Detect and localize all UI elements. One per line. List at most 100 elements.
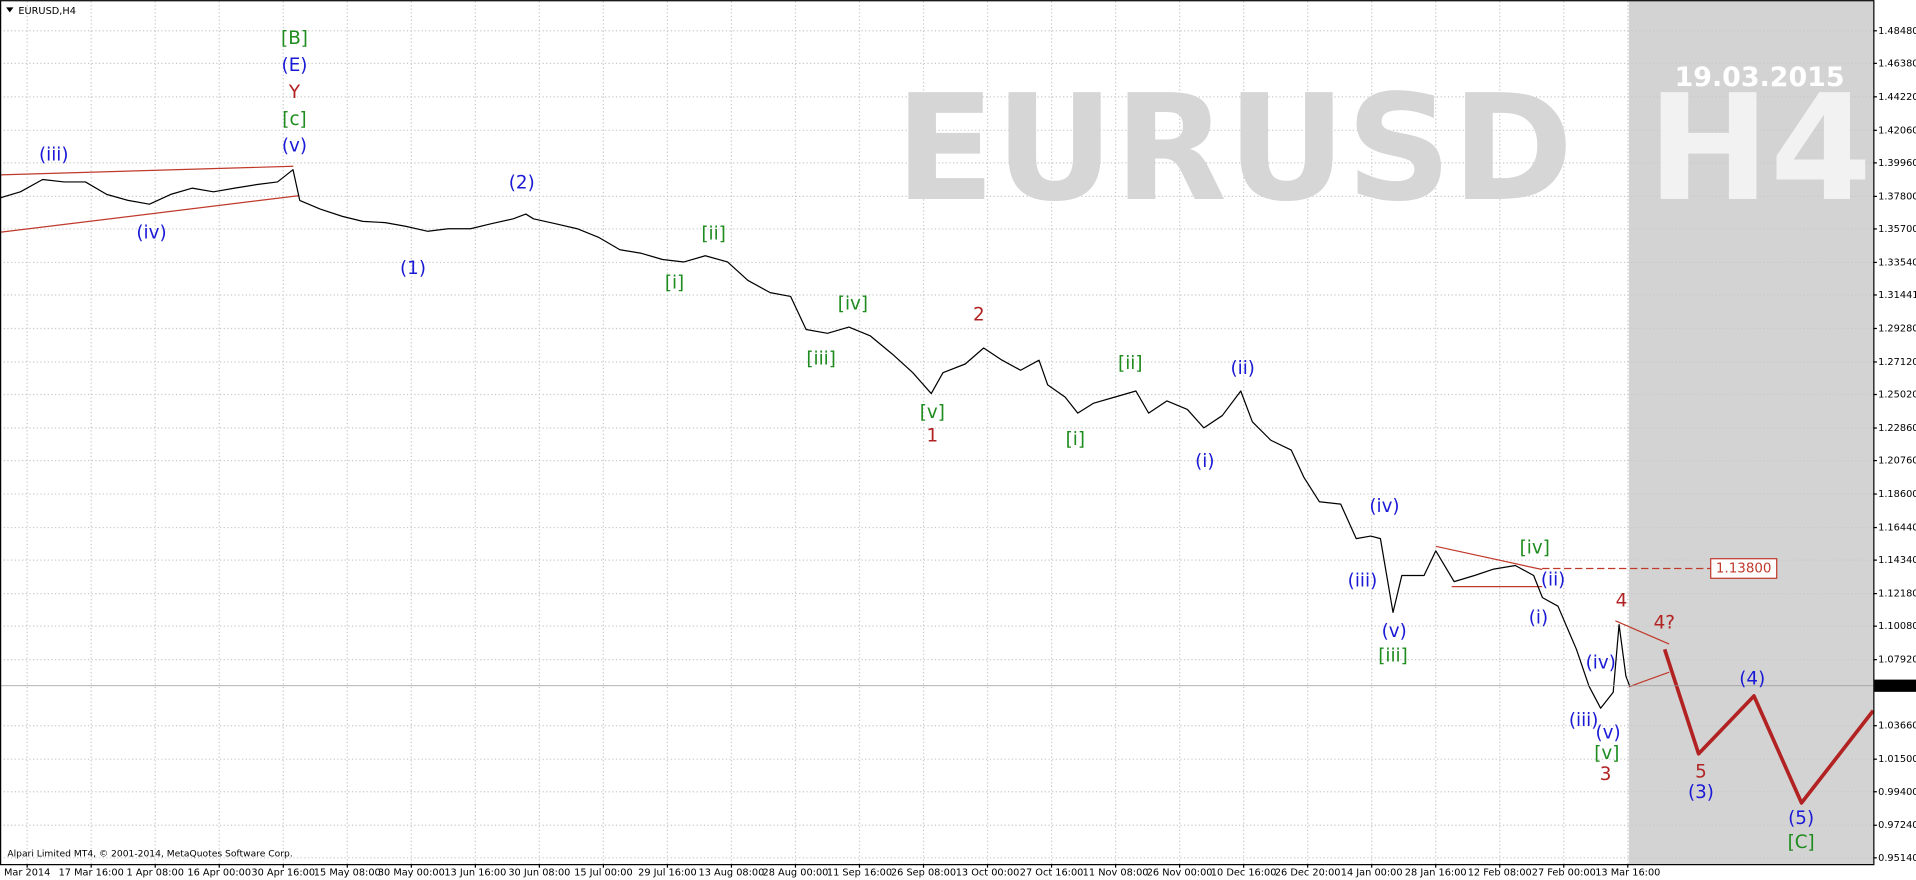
x-tick-label: 30 May 00:00 (378, 868, 445, 879)
x-tick-label: 16 Apr 00:00 (187, 868, 251, 879)
wave-label: (iv) (136, 222, 166, 243)
x-tick-label: 29 Jul 16:00 (638, 868, 697, 879)
wave-label: (ii) (1541, 570, 1565, 591)
x-tick-label: 27 Feb 00:00 (1532, 868, 1596, 879)
y-tick-label: 0.99400 (1878, 787, 1916, 798)
watermark: EURUSD H4 19.03.2015 (895, 62, 1872, 234)
wave-label: (3) (1688, 782, 1714, 803)
y-tick-label: 1.18600 (1878, 489, 1916, 500)
y-tick-label: 0.97240 (1878, 820, 1916, 831)
x-tick-label: 30 Apr 16:00 (251, 868, 315, 879)
wave-label: [B] (281, 28, 308, 49)
wave-label: 4 (1616, 590, 1628, 611)
x-tick-label: 27 Oct 16:00 (1020, 868, 1084, 879)
wave-label: [iv] (1520, 538, 1550, 559)
wave-label: 3 (1600, 764, 1612, 785)
watermark-timeframe: H4 (1647, 63, 1872, 234)
wave-label: [iv] (838, 293, 868, 314)
wave-label: (v) (282, 136, 307, 157)
x-tick-label: 11 Nov 08:00 (1083, 868, 1149, 879)
x-tick-label: 26 Sep 08:00 (891, 868, 956, 879)
wave-label: (iii) (1348, 571, 1378, 592)
y-tick-label: 1.27120 (1878, 357, 1916, 368)
x-tick-label: 28 Aug 00:00 (763, 868, 829, 879)
x-tick-label: 15 Jul 00:00 (574, 868, 633, 879)
wave-label: [v] (1594, 743, 1619, 764)
wave-label: [v] (920, 402, 945, 423)
y-tick-label: 1.03660 (1878, 721, 1916, 732)
x-tick-label: 12 Feb 08:00 (1468, 868, 1532, 879)
wave-label: (5) (1788, 808, 1814, 829)
x-tick-label: 26 Nov 00:00 (1147, 868, 1213, 879)
wave-label: [ii] (701, 224, 725, 245)
x-tick-label: 13 Aug 08:00 (699, 868, 765, 879)
wave-label: (ii) (1230, 358, 1254, 379)
wave-label: [c] (282, 109, 306, 130)
y-tick-label: 1.46380 (1878, 58, 1916, 69)
y-tick-label: 0.95140 (1878, 853, 1916, 864)
wave-label: [iii] (806, 348, 836, 369)
menu-arrow (6, 7, 14, 13)
wave-label: [ii] (1118, 353, 1142, 374)
wave-label: (E) (282, 55, 308, 76)
x-tick-label: 30 Jun 08:00 (508, 868, 570, 879)
y-tick-label: 1.14340 (1878, 555, 1916, 566)
wave-label: (iv) (1586, 653, 1616, 674)
plot: 1.13800 (0, 169, 1875, 805)
y-tick-label: 1.44220 (1878, 92, 1916, 103)
plot-frame (0, 0, 1875, 866)
wave-label: (v) (1382, 621, 1407, 642)
trendlines (0, 165, 1670, 688)
y-tick-label: 1.12180 (1878, 589, 1916, 600)
projection-line (1662, 648, 1875, 805)
trendline (1435, 545, 1543, 571)
level-label: 1.13800 (1716, 561, 1772, 576)
wave-label: (v) (1596, 722, 1621, 743)
grid (0, 1, 1874, 865)
level-label-box (1710, 558, 1778, 579)
x-tick-label: Mar 2014 (4, 868, 50, 879)
y-tick-label: 1.01500 (1878, 754, 1916, 765)
y-tick-label: 1.16440 (1878, 523, 1916, 534)
wave-label: (iv) (1369, 496, 1399, 517)
wave-label: [iii] (1378, 645, 1408, 666)
x-tick-label: 13 Oct 00:00 (956, 868, 1020, 879)
wave-label: (iii) (1569, 710, 1599, 731)
x-tick-label: 11 Sep 16:00 (827, 868, 892, 879)
x-tick-label: 28 Jan 16:00 (1405, 868, 1467, 879)
wave-label: (1) (400, 258, 426, 279)
y-tick-label: 1.31441 (1878, 290, 1916, 301)
trendline (1628, 671, 1670, 688)
trendline (0, 165, 294, 176)
y-tick-label: 1.33540 (1878, 257, 1916, 268)
chart-title: EURUSD,H4 (18, 6, 76, 17)
wave-label: 1 (927, 425, 939, 446)
wave-label: (2) (509, 172, 535, 193)
wave-label: (i) (1195, 451, 1214, 472)
wave-label: 2 (973, 304, 985, 325)
price-line (0, 169, 1631, 709)
x-tick-label: 15 May 08:00 (314, 868, 381, 879)
footer: Alpari Limited MT4, © 2001-2014, MetaQuo… (7, 849, 292, 860)
watermark-symbol: EURUSD (895, 63, 1574, 234)
y-tick-label: 1.07920 (1878, 655, 1916, 666)
current-price-box (1874, 679, 1916, 692)
trendline (0, 195, 300, 233)
x-tick-label: 17 Mar 16:00 (59, 868, 124, 879)
y-tick-label: 1.29280 (1878, 323, 1916, 334)
y-tick-label: 1.22860 (1878, 423, 1916, 434)
y-tick-label: 1.48480 (1878, 26, 1916, 37)
wave-label: (4) (1739, 669, 1765, 690)
y-tick-label: 1.25020 (1878, 390, 1916, 401)
current-price-label: 1.06239 (1878, 681, 1916, 692)
wave-label: Y (288, 82, 301, 103)
y-tick-label: 1.20760 (1878, 456, 1916, 467)
y-tick-label: 1.35700 (1878, 224, 1916, 235)
y-tick-label: 1.42060 (1878, 125, 1916, 136)
wave-label: (i) (1529, 607, 1548, 628)
y-tick-label: 1.10080 (1878, 621, 1916, 632)
x-tick-label: 13 Mar 16:00 (1595, 868, 1660, 879)
x-tick-label: 13 Jun 16:00 (444, 868, 506, 879)
